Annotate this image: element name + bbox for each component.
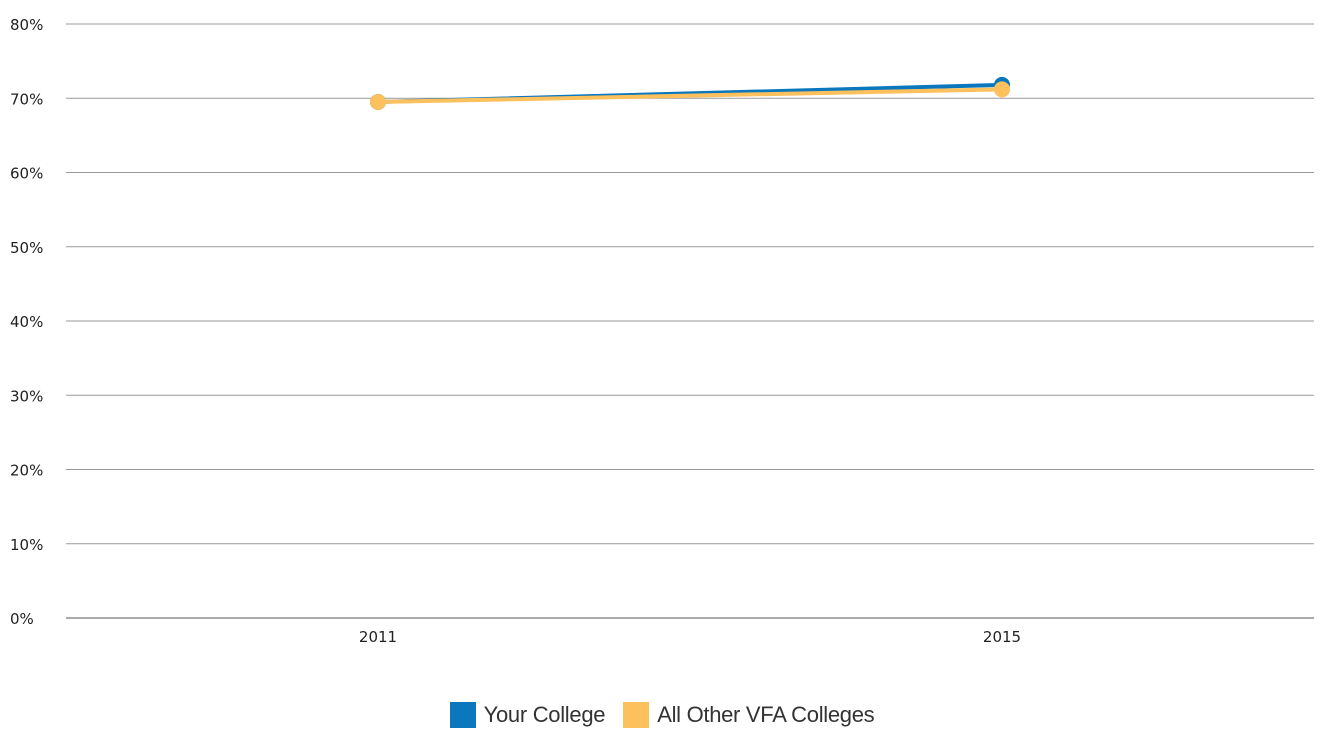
y-tick-label-50: 50% (10, 239, 43, 257)
y-tick-label-0: 0% (10, 610, 34, 628)
legend-label-your-college: Your College (483, 702, 606, 727)
y-tick-label-80: 80% (10, 16, 43, 34)
y-tick-label-70: 70% (10, 90, 43, 108)
legend-swatch-your-college (449, 702, 476, 728)
series-line-all-other-vfa-colleges (376, 87, 1004, 104)
data-point-all-other-vfa-colleges-2015 (994, 81, 1010, 98)
y-tick-label-20: 20% (10, 462, 43, 480)
y-tick-label-30: 30% (10, 387, 43, 405)
legend-item-all-other-vfa-colleges[interactable]: All Other VFA Colleges (623, 702, 875, 728)
y-tick-label-10: 10% (10, 536, 43, 554)
legend-label-all-other-vfa-colleges: All Other VFA Colleges (657, 702, 875, 727)
x-tick-label-2011: 2011 (359, 628, 397, 646)
line-chart: 0% 10% 20% 30% 40% 50% 60% 70% 80% 2011 2015 (10, 16, 1314, 646)
legend-swatch-all-other-vfa-colleges (623, 702, 650, 728)
legend: Your College All Other VFA Colleges (0, 698, 1324, 732)
data-point-all-other-vfa-colleges-2011 (370, 93, 386, 110)
y-tick-label-40: 40% (10, 313, 43, 331)
x-tick-label-2015: 2015 (983, 628, 1021, 646)
y-tick-label-60: 60% (10, 165, 43, 183)
legend-item-your-college[interactable]: Your College (449, 702, 606, 728)
